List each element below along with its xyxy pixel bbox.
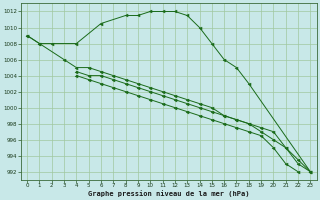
X-axis label: Graphe pression niveau de la mer (hPa): Graphe pression niveau de la mer (hPa) bbox=[88, 190, 250, 197]
